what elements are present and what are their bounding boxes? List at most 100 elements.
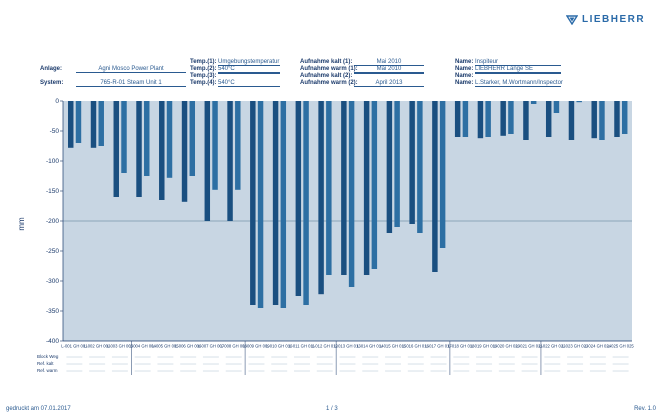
temp1-value: Umgebungstemperatur bbox=[218, 59, 280, 66]
y-tick-label: -300 bbox=[46, 278, 59, 285]
bar-series-a bbox=[454, 101, 461, 137]
aufnahme4-value: April 2013 bbox=[354, 80, 424, 87]
y-tick-label: 0 bbox=[55, 98, 59, 105]
brand-logo: LIEBHERR bbox=[566, 14, 645, 25]
system-label: System: bbox=[40, 80, 64, 86]
anlage-field: Anlage: Agni Mosco Power Plant bbox=[40, 66, 186, 73]
name4-field: Name: L.Starker, M.Wortmann/Inspector bbox=[455, 80, 563, 87]
bar-series-a bbox=[341, 101, 347, 275]
x-group-label: L-015 GH 015 bbox=[380, 344, 407, 349]
name3-value bbox=[475, 73, 561, 74]
x-group-label: L-008 GH 008 bbox=[221, 344, 248, 349]
y-axis-label: mm bbox=[17, 217, 26, 231]
bar-series-b bbox=[189, 101, 196, 176]
aufnahme2-field: Aufnahme warm (1): Mai 2010 bbox=[300, 66, 424, 73]
x-group-label: L-025 GH 025 bbox=[607, 344, 634, 349]
temp2-value: 540°C bbox=[218, 66, 280, 73]
x-group-label: L-011 GH 011 bbox=[289, 344, 315, 349]
bar-series-a bbox=[113, 101, 119, 197]
x-group-label: L-017 GH 017 bbox=[425, 344, 452, 349]
aufnahme1-label: Aufnahme kalt (1): bbox=[300, 59, 353, 65]
table-row-label: Ref. kalt bbox=[37, 361, 54, 366]
y-tick-label: -200 bbox=[46, 218, 59, 225]
bar-series-b bbox=[166, 101, 173, 178]
bar-series-b bbox=[235, 101, 241, 190]
bar-series-a bbox=[159, 101, 165, 200]
bar-series-b bbox=[553, 101, 560, 113]
bar-series-a bbox=[295, 101, 302, 296]
temp3-field: Temp.(3): bbox=[190, 73, 280, 79]
x-group-label: L-020 GH 020 bbox=[494, 344, 521, 349]
bar-series-a bbox=[591, 101, 597, 139]
bar-series-a bbox=[181, 101, 188, 202]
x-group-label: L-012 GH 012 bbox=[312, 344, 339, 349]
bar-series-b bbox=[462, 101, 469, 137]
bar-series-b bbox=[394, 101, 400, 227]
temp2-field: Temp.(2): 540°C bbox=[190, 66, 280, 73]
table-row-label: Block Weg bbox=[37, 354, 59, 359]
temp4-label: Temp.(4): bbox=[190, 80, 217, 86]
bar-series-a bbox=[250, 101, 256, 305]
x-group-label: L-019 GH 019 bbox=[471, 344, 498, 349]
x-group-label: L-007 GH 007 bbox=[198, 344, 225, 349]
bar-series-a bbox=[318, 101, 324, 295]
x-group-label: L-001 GH 001 bbox=[61, 344, 88, 349]
bar-series-b bbox=[326, 101, 332, 275]
anlage-label: Anlage: bbox=[40, 66, 63, 72]
x-group-label: L-021 GH 021 bbox=[516, 344, 543, 349]
bar-series-b bbox=[417, 101, 423, 233]
name2-label: Name: bbox=[455, 66, 474, 72]
aufnahme4-label: Aufnahme warm (2): bbox=[300, 80, 358, 86]
x-group-label: L-016 GH 016 bbox=[403, 344, 430, 349]
aufnahme2-value: Mai 2010 bbox=[354, 66, 424, 73]
x-group-label: L-023 GH 023 bbox=[562, 344, 589, 349]
bar-series-b bbox=[75, 101, 82, 143]
temp4-value: 540°C bbox=[218, 80, 280, 87]
bar-series-a bbox=[409, 101, 415, 224]
bar-series-b bbox=[621, 101, 628, 134]
bar-series-b bbox=[576, 101, 582, 103]
bar-series-a bbox=[545, 101, 552, 137]
name3-field: Name: bbox=[455, 73, 561, 79]
bar-series-b bbox=[485, 101, 491, 137]
x-group-label: L-022 GH 022 bbox=[539, 344, 566, 349]
aufnahme4-field: Aufnahme warm (2): April 2013 bbox=[300, 80, 424, 87]
bar-series-b bbox=[508, 101, 514, 134]
x-group-label: L-009 GH 009 bbox=[243, 344, 270, 349]
bar-series-a bbox=[523, 101, 529, 140]
bar-series-b bbox=[212, 101, 218, 190]
table-row-label: Ref. warm bbox=[37, 368, 58, 373]
aufnahme1-value: Mai 2010 bbox=[354, 59, 424, 66]
footer-revision: Rev. 1.0 bbox=[634, 406, 656, 412]
anlage-value: Agni Mosco Power Plant bbox=[76, 66, 186, 73]
name4-value: L.Starker, M.Wortmann/Inspector bbox=[475, 80, 563, 87]
aufnahme2-label: Aufnahme warm (1): bbox=[300, 66, 358, 72]
y-tick-label: -400 bbox=[46, 338, 59, 345]
x-group-label: L-013 GH 013 bbox=[334, 344, 361, 349]
bar-series-a bbox=[568, 101, 575, 140]
name2-field: Name: LIEBHERR Lange SE bbox=[455, 66, 561, 73]
bar-series-b bbox=[121, 101, 127, 173]
y-tick-label: -50 bbox=[50, 128, 60, 135]
x-group-label: L-003 GH 003 bbox=[107, 344, 134, 349]
name2-value: LIEBHERR Lange SE bbox=[475, 66, 561, 73]
aufnahme3-label: Aufnahme kalt (2): bbox=[300, 73, 353, 79]
bar-series-a bbox=[614, 101, 620, 137]
bar-series-a bbox=[90, 101, 97, 148]
y-tick-label: -100 bbox=[46, 158, 59, 165]
x-group-label: L-018 GH 018 bbox=[448, 344, 475, 349]
name1-field: Name: Inspiteur bbox=[455, 59, 561, 66]
aufnahme1-field: Aufnahme kalt (1): Mai 2010 bbox=[300, 59, 424, 66]
aufnahme3-value bbox=[354, 73, 424, 74]
y-tick-label: -250 bbox=[46, 248, 59, 255]
bar-series-b bbox=[530, 101, 537, 104]
name1-value: Inspiteur bbox=[475, 59, 561, 66]
bar-series-a bbox=[386, 101, 393, 233]
bar-series-a bbox=[272, 101, 279, 305]
bar-series-a bbox=[136, 101, 142, 197]
bar-series-a bbox=[227, 101, 233, 221]
bar-series-a bbox=[363, 101, 370, 275]
bar-series-b bbox=[439, 101, 446, 248]
y-tick-label: -350 bbox=[46, 308, 59, 315]
